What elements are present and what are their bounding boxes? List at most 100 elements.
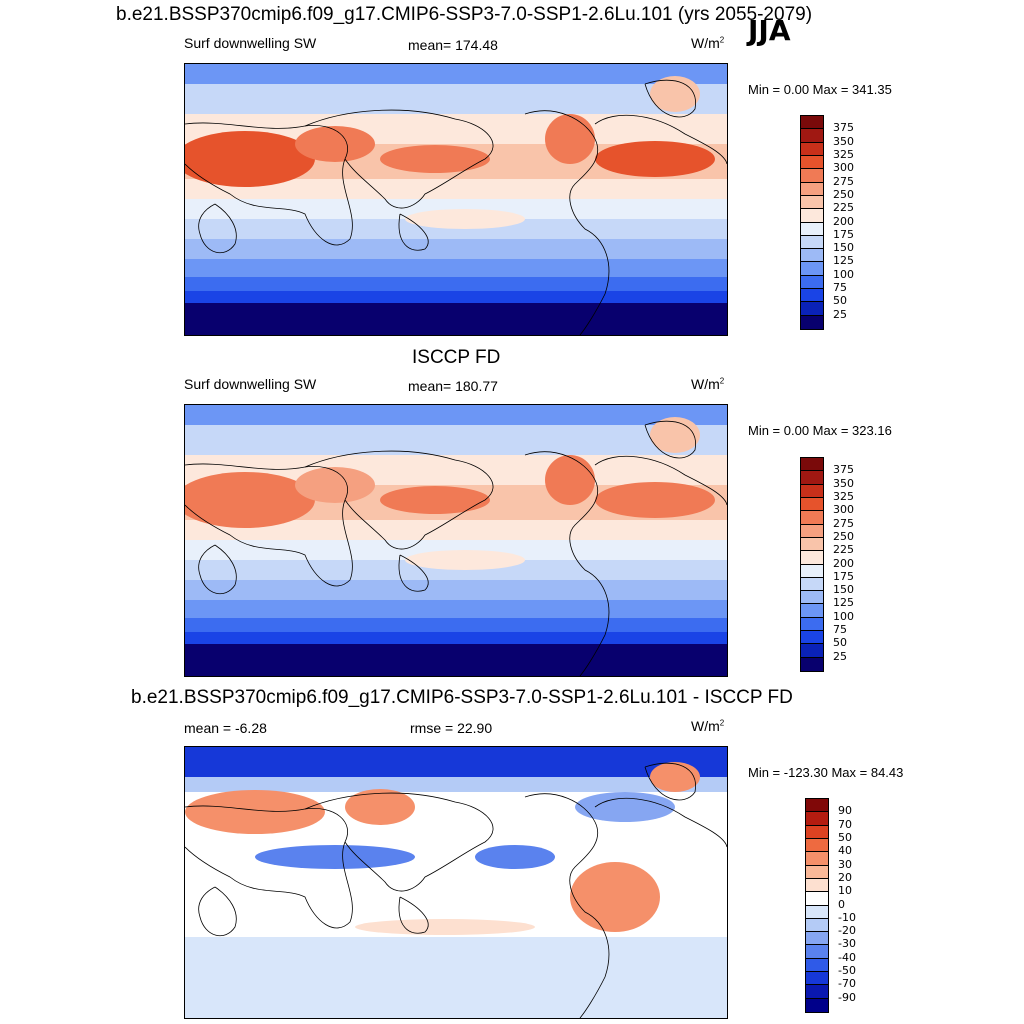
colorbar-tick-label: 325 — [833, 489, 854, 503]
colorbar-tick-label: -10 — [838, 910, 856, 924]
colorbar-cell — [801, 275, 823, 290]
colorbar-tick-label: 0 — [838, 897, 845, 911]
field-region — [255, 845, 415, 869]
panel3-mean-label: mean = -6.28 — [184, 720, 267, 736]
colorbar-tick-label: 40 — [838, 844, 852, 858]
colorbar-cell — [801, 564, 823, 578]
colorbar-cell — [801, 617, 823, 632]
colorbar-cell — [806, 852, 828, 866]
colorbar-tick-label: 275 — [833, 516, 854, 530]
colorbar-tick-label: 350 — [833, 476, 854, 490]
coastline — [304, 109, 494, 209]
panel2-minmax: Min = 0.00 Max = 323.16 — [748, 423, 892, 438]
colorbar-cell — [801, 458, 823, 472]
colorbar-cell — [801, 289, 823, 303]
field-band — [185, 84, 727, 114]
coastline — [644, 79, 697, 118]
colorbar-cell — [801, 155, 823, 170]
coastline — [304, 450, 494, 550]
colorbar-cell — [806, 972, 828, 986]
field-band — [185, 259, 727, 277]
coastline — [198, 544, 237, 595]
field-band — [185, 219, 727, 239]
panel3-title: b.e21.BSSP370cmip6.f09_g17.CMIP6-SSP3-7.… — [131, 687, 793, 708]
colorbar-tick-label: 225 — [833, 543, 854, 557]
colorbar-tick-label: 275 — [833, 174, 854, 188]
colorbar-cell — [801, 644, 823, 658]
colorbar-tick-label: 375 — [833, 121, 854, 135]
panel1-units: W/m2 — [691, 35, 725, 51]
colorbar-tick-label: 325 — [833, 147, 854, 161]
panel3-map-field — [185, 747, 727, 1018]
field-band — [185, 632, 727, 644]
field-band — [185, 179, 727, 199]
colorbar-cell — [801, 315, 823, 329]
field-region — [650, 76, 700, 112]
colorbar-cell — [801, 471, 823, 485]
colorbar-tick-label: 25 — [833, 649, 847, 663]
field-band — [185, 777, 727, 792]
colorbar-tick-label: 75 — [833, 623, 847, 637]
panel2-variable-label: Surf downwelling SW — [184, 376, 317, 392]
colorbar-cell — [801, 631, 823, 645]
panel1-variable-label: Surf downwelling SW — [184, 35, 317, 51]
field-band — [185, 405, 727, 425]
colorbar-cell — [801, 262, 823, 276]
colorbar-cell — [801, 195, 823, 210]
coastline — [398, 554, 429, 592]
coastline — [594, 797, 727, 848]
colorbar-cell — [801, 209, 823, 223]
colorbar-cell — [801, 497, 823, 512]
colorbar-cell — [801, 249, 823, 263]
colorbar-cell — [806, 985, 828, 999]
colorbar-cell — [801, 129, 823, 143]
colorbar-tick-label: -90 — [838, 990, 856, 1004]
colorbar-tick-label: -20 — [838, 924, 856, 938]
coastline — [185, 122, 353, 246]
colorbar-tick-label: 300 — [833, 503, 854, 517]
field-region — [295, 467, 375, 503]
colorbar-tick-label: 250 — [833, 529, 854, 543]
colorbar-tick-label: 75 — [833, 281, 847, 295]
colorbar-tick-label: 25 — [833, 307, 847, 321]
colorbar-cell — [806, 838, 828, 853]
colorbar-tick-label: 50 — [833, 294, 847, 308]
colorbar-tick-label: 200 — [833, 214, 854, 228]
colorbar-cell — [806, 958, 828, 973]
colorbar-cell — [806, 799, 828, 813]
colorbar-tick-label: 175 — [833, 569, 854, 583]
field-band — [185, 618, 727, 632]
coastline — [185, 805, 353, 929]
colorbar-tick-label: 10 — [838, 884, 852, 898]
colorbar-tick-label: 375 — [833, 463, 854, 477]
field-region — [545, 455, 595, 505]
coastline — [644, 420, 697, 459]
colorbar-cell — [801, 302, 823, 316]
field-band — [185, 560, 727, 580]
colorbar-cell — [806, 825, 828, 839]
colorbar-cell — [801, 222, 823, 236]
panel3-rmse-label: rmse = 22.90 — [410, 720, 493, 736]
colorbar-tick-label: 50 — [838, 830, 852, 844]
figure-title: b.e21.BSSP370cmip6.f09_g17.CMIP6-SSP3-7.… — [116, 4, 813, 25]
panel1-mean-label: mean= 174.48 — [408, 37, 498, 53]
colorbar-cell — [806, 932, 828, 946]
field-region — [380, 145, 490, 173]
field-region — [380, 486, 490, 514]
colorbar-tick-label: 50 — [833, 636, 847, 650]
field-region — [405, 550, 525, 570]
colorbar-tick-label: 100 — [833, 609, 854, 623]
field-region — [595, 141, 715, 177]
field-band — [185, 199, 727, 219]
colorbar-cell — [801, 657, 823, 671]
coastline — [185, 463, 353, 587]
field-band — [185, 540, 727, 560]
colorbar-tick-label: 225 — [833, 201, 854, 215]
colorbar-cell — [801, 591, 823, 605]
field-region — [475, 845, 555, 869]
colorbar-tick-label: 125 — [833, 254, 854, 268]
field-band — [185, 291, 727, 303]
coastline — [594, 114, 727, 165]
colorbar-cell — [806, 812, 828, 826]
field-region — [355, 919, 535, 935]
